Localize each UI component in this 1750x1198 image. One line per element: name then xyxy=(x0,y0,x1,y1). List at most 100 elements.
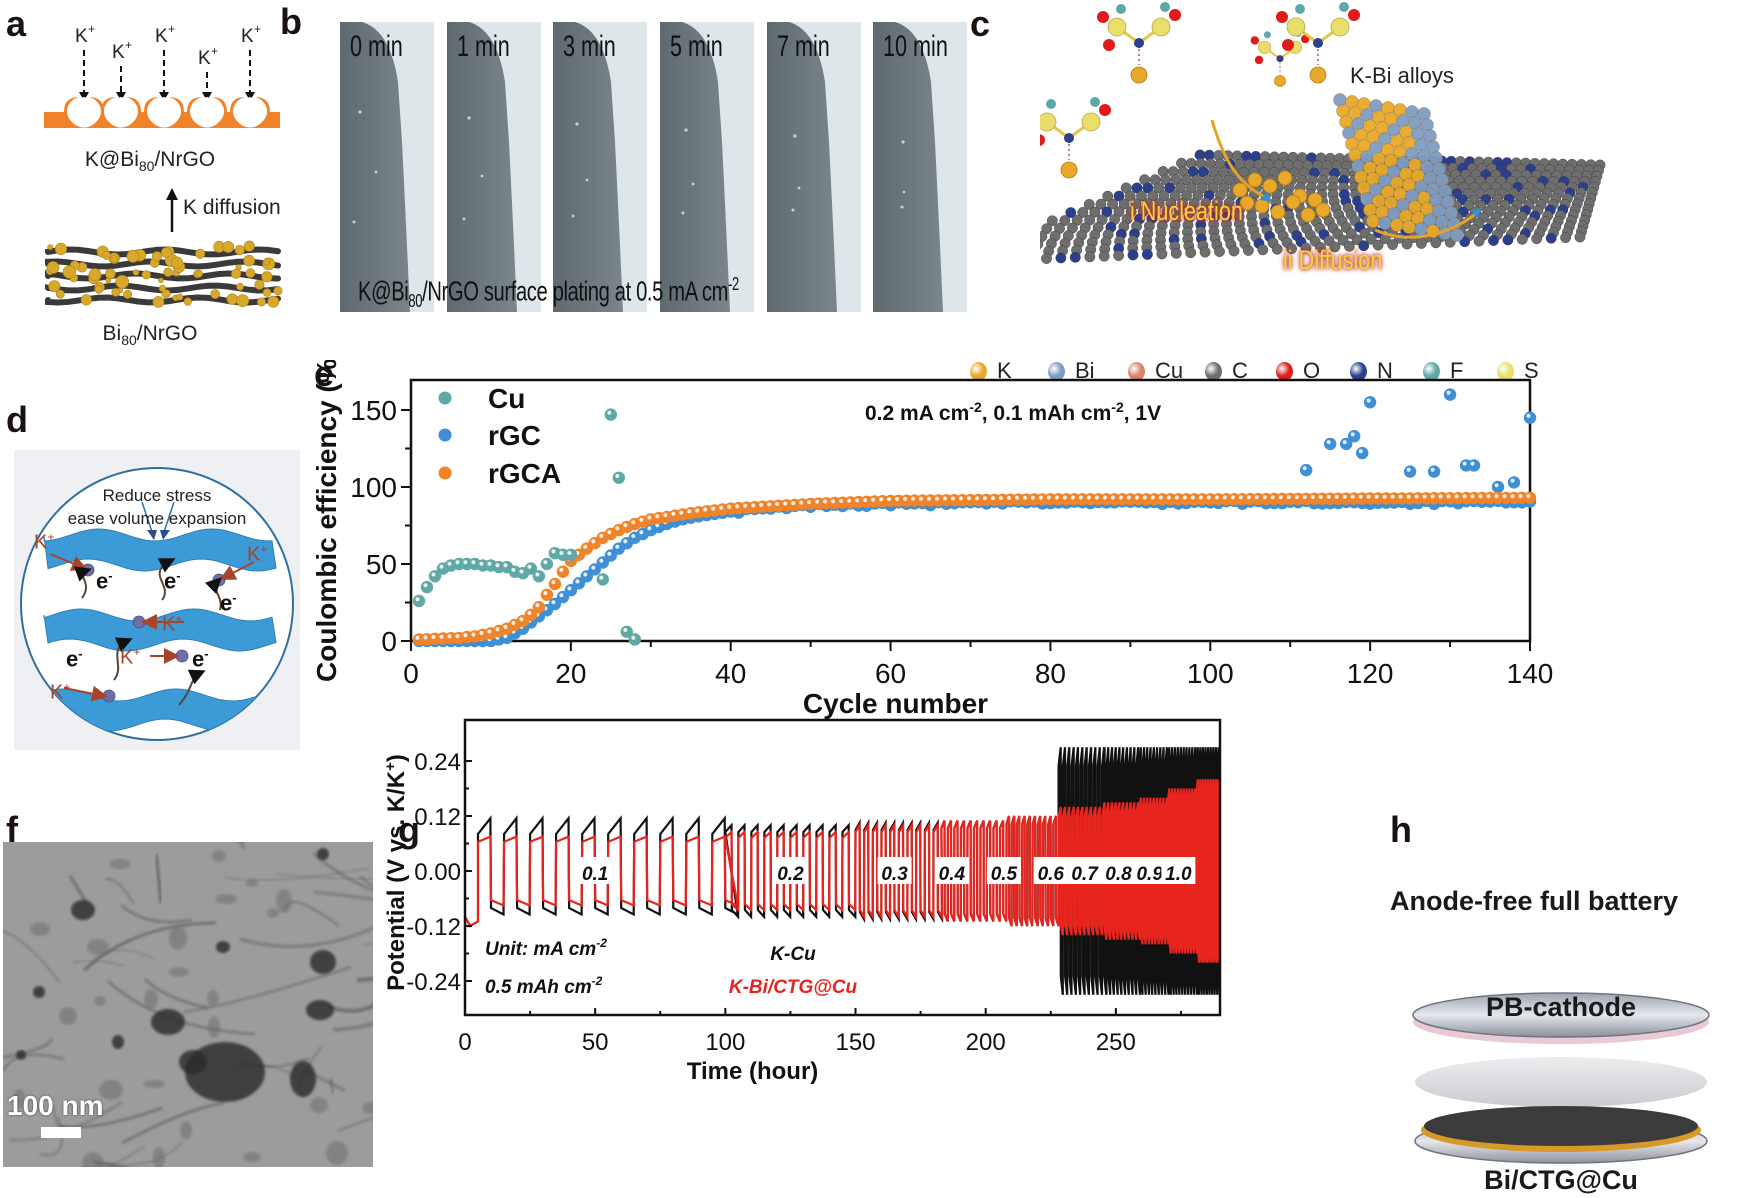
carbon-atom xyxy=(1214,246,1225,257)
frame-image xyxy=(660,22,730,312)
k-ion-label: K+ xyxy=(162,612,183,636)
rgc-point xyxy=(1348,430,1361,443)
electrolyte-molecules xyxy=(1040,2,1360,179)
legend-item-bi: Bi xyxy=(1048,356,1095,386)
rate-label-text: 0.6 xyxy=(1038,864,1065,885)
frame-time-label: 3 min xyxy=(563,30,616,63)
plating-spot xyxy=(480,174,484,178)
nanoparticle-shadow xyxy=(180,1121,192,1139)
carbon-atom xyxy=(1185,247,1197,259)
potential-time-chart: 0 50 100 150 200 250 -0.24 -0.12 0.00 0.12 0.24 Tim… xyxy=(382,718,1222,1085)
bismuth-atom xyxy=(1378,216,1392,230)
oxygen-atom xyxy=(1276,11,1288,23)
nitrogen-atom xyxy=(1502,234,1514,246)
k-bi-alloy-cluster xyxy=(1333,93,1464,242)
k-ion-arrow: K + xyxy=(155,22,175,101)
k-ion-label: K xyxy=(241,26,254,47)
x-tick-label: 80 xyxy=(1035,658,1066,689)
k-ion-label: K xyxy=(112,42,125,63)
plot-frame xyxy=(409,378,1532,643)
nanoparticle-shadow xyxy=(30,922,50,936)
potassium-atom xyxy=(1366,214,1380,228)
rate-label-text: 1.0 xyxy=(1165,864,1192,885)
oxygen-atom xyxy=(1103,39,1115,51)
carbon-atom xyxy=(1158,190,1170,202)
dashed-arrow-head xyxy=(159,92,169,101)
rgca-point xyxy=(540,588,554,601)
cu-point xyxy=(604,408,617,421)
rgc-point xyxy=(1427,465,1441,478)
separator-disc xyxy=(1415,1057,1707,1107)
rgca-point xyxy=(1523,491,1537,504)
bi-nanoparticle xyxy=(179,1050,207,1074)
graphene-wrinkle xyxy=(182,966,352,1014)
electron-path xyxy=(113,637,133,681)
scale-bar-label: 100 nm xyxy=(7,1090,104,1121)
sulfur-atom xyxy=(1151,17,1171,37)
graphene-wrinkle xyxy=(313,890,373,901)
rgca-point xyxy=(524,608,538,621)
potassium-atom xyxy=(1285,194,1301,210)
plating-spot xyxy=(352,220,356,224)
bi-particle xyxy=(262,288,272,297)
sulfur-atom xyxy=(1330,17,1350,37)
pore xyxy=(234,97,266,128)
carbon-atom xyxy=(1516,233,1528,245)
legend-label: rGCA xyxy=(488,458,561,489)
y-axis-label: Potential (V vs. K/K+) xyxy=(382,754,410,991)
plating-spot xyxy=(684,128,688,132)
y-tick-label: 0.24 xyxy=(414,749,461,776)
graphene-layer xyxy=(45,270,281,282)
rate-label-text: 0.2 xyxy=(777,864,804,885)
bi-nanoparticle xyxy=(306,1000,334,1020)
carbon-atom xyxy=(1113,250,1125,262)
bismuth-atom xyxy=(1414,222,1428,236)
frame-image xyxy=(447,22,517,312)
diffusion-arrow-head xyxy=(166,188,178,200)
plating-spot xyxy=(585,178,589,182)
stress-arrowhead xyxy=(147,530,157,540)
nitrogen-atom xyxy=(1069,251,1081,263)
cu-point xyxy=(524,562,538,575)
legend-label: rGC xyxy=(488,420,541,451)
atom-swatch-icon xyxy=(1048,361,1065,381)
bi-particle xyxy=(141,270,151,280)
carbon-atom xyxy=(1153,182,1165,194)
rgc-point xyxy=(1403,465,1417,478)
plating-spot xyxy=(691,182,695,186)
graphene-wrinkle xyxy=(39,1116,64,1157)
legend-label: S xyxy=(1524,358,1539,383)
carbon-atom xyxy=(1041,253,1052,264)
bi-ctg-coating xyxy=(1424,1106,1698,1146)
bi-particle xyxy=(161,289,171,299)
plating-frame: 3 min xyxy=(553,22,647,312)
graphene-wrinkle xyxy=(327,1003,373,1013)
graphene-wrinkle xyxy=(72,959,125,967)
graphene-wrinkle xyxy=(121,1101,225,1145)
fluorine-atom xyxy=(1263,31,1271,39)
y-axis-label: Coulombic efficiency (%) xyxy=(311,360,342,682)
nanoparticle-shadow xyxy=(87,939,109,955)
nanoparticle-shadow xyxy=(310,1097,328,1113)
electron-label: e- xyxy=(96,568,113,594)
k-ion-charge: + xyxy=(88,22,95,36)
frame-image xyxy=(873,22,943,312)
potassium-atom xyxy=(1239,195,1255,211)
cu-point xyxy=(420,580,434,594)
carbon-atom xyxy=(1574,231,1586,243)
nanoparticle-shadow xyxy=(82,1152,104,1167)
k-ion-charge: + xyxy=(254,22,261,36)
fluorine-atom xyxy=(1160,2,1170,12)
frame-image xyxy=(767,22,837,312)
oxygen-atom xyxy=(1097,11,1109,23)
carbon-atom xyxy=(1147,190,1159,202)
bi-particle xyxy=(94,284,104,294)
x-tick-label: 150 xyxy=(835,1029,875,1056)
rate-label-box xyxy=(934,857,969,884)
condition-annotation: 0.2 mA cm-2, 0.1 mAh cm-2, 1V xyxy=(865,399,1161,425)
x-tick-label: 250 xyxy=(1096,1029,1136,1056)
bi-particle xyxy=(163,267,173,277)
sulfur-atom xyxy=(1107,17,1127,37)
rate-label-text: 0.3 xyxy=(881,864,908,885)
carbon-atom xyxy=(1560,232,1571,244)
